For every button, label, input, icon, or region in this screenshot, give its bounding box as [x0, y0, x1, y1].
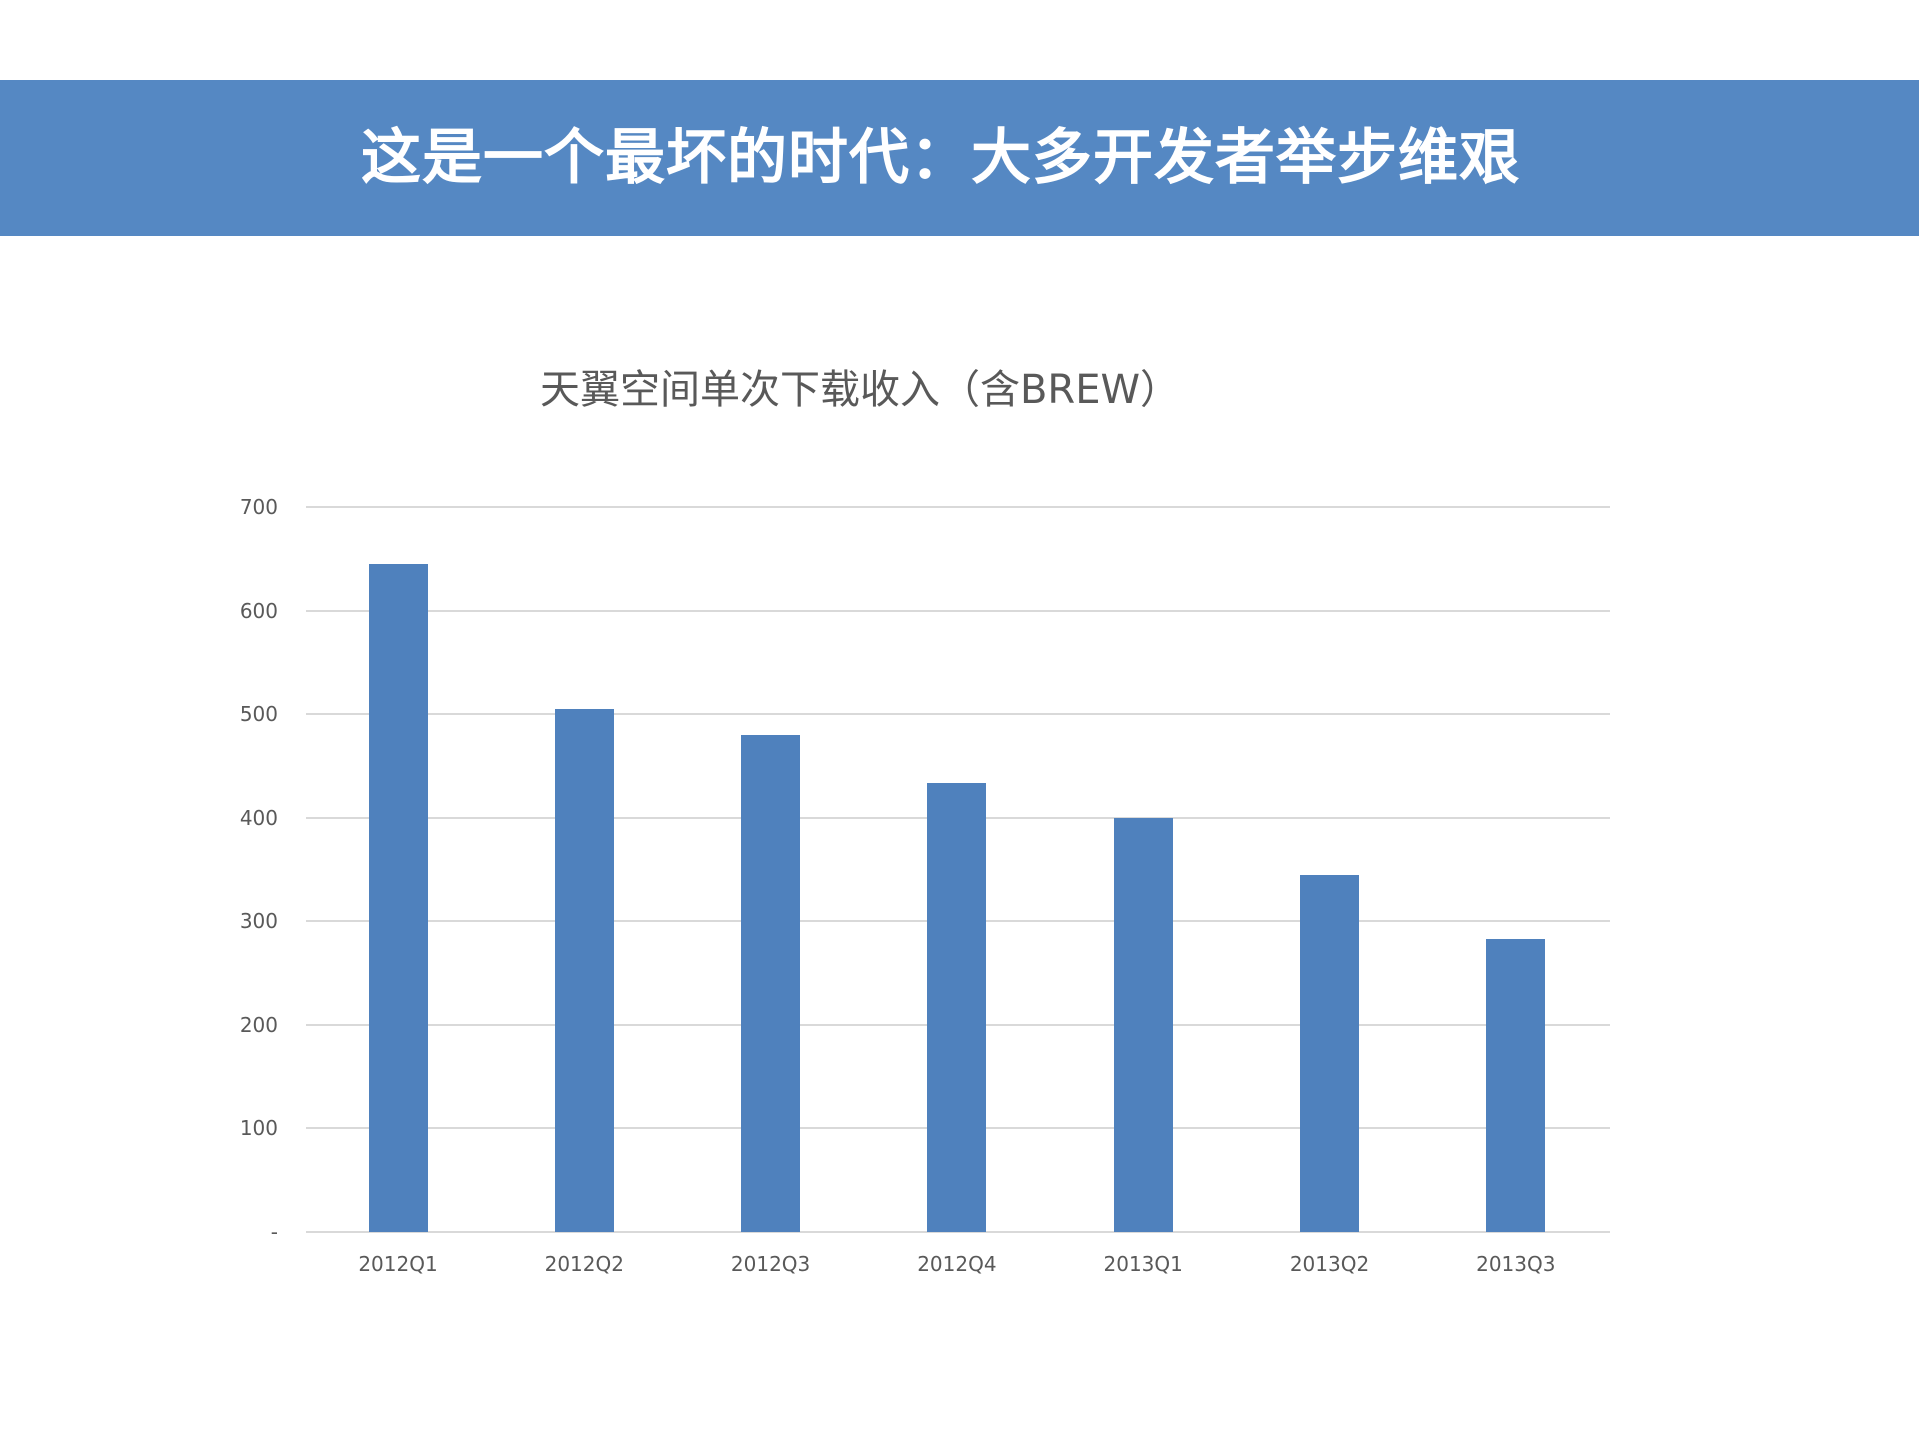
header-banner: 这是一个最坏的时代：大多开发者举步维艰 — [0, 80, 1919, 236]
bar-2013Q1 — [1113, 817, 1173, 1232]
y-axis-tick-label: 200 — [239, 1012, 278, 1037]
bar-2013Q2 — [1300, 874, 1359, 1232]
x-axis-tick-label: 2013Q1 — [1103, 1252, 1183, 1276]
bar-2013Q3 — [1486, 938, 1546, 1232]
y-axis-tick-label: 500 — [239, 702, 278, 727]
y-axis-tick-label: 400 — [239, 805, 278, 830]
x-axis-tick-label: 2013Q3 — [1476, 1252, 1556, 1276]
x-axis-tick-label: 2012Q3 — [730, 1252, 811, 1276]
bar-2012Q3 — [741, 734, 801, 1232]
gridline — [306, 713, 1610, 716]
x-axis-tick-label: 2012Q1 — [358, 1252, 438, 1276]
bar-2012Q4 — [927, 782, 987, 1232]
gridline — [306, 609, 1610, 612]
y-axis-tick-label: - — [270, 1220, 278, 1244]
bar-2012Q1 — [368, 563, 428, 1232]
x-axis-tick-label: 2013Q2 — [1289, 1252, 1370, 1276]
y-axis-tick-label: 600 — [239, 598, 278, 623]
y-axis-tick-label: 100 — [239, 1116, 278, 1141]
gridline — [306, 506, 1610, 508]
x-axis-tick-label: 2012Q4 — [917, 1252, 997, 1276]
y-axis-tick-label: 300 — [239, 909, 278, 934]
x-axis-tick-label: 2012Q2 — [544, 1252, 624, 1276]
y-axis-tick-label: 700 — [239, 495, 278, 519]
gridline — [306, 1231, 1610, 1233]
bar-2012Q2 — [554, 708, 614, 1232]
chart-title: 天翼空间单次下载收入（含BREW） — [539, 367, 1181, 413]
slide-title: 这是一个最坏的时代：大多开发者举步维艰 — [361, 123, 1520, 193]
